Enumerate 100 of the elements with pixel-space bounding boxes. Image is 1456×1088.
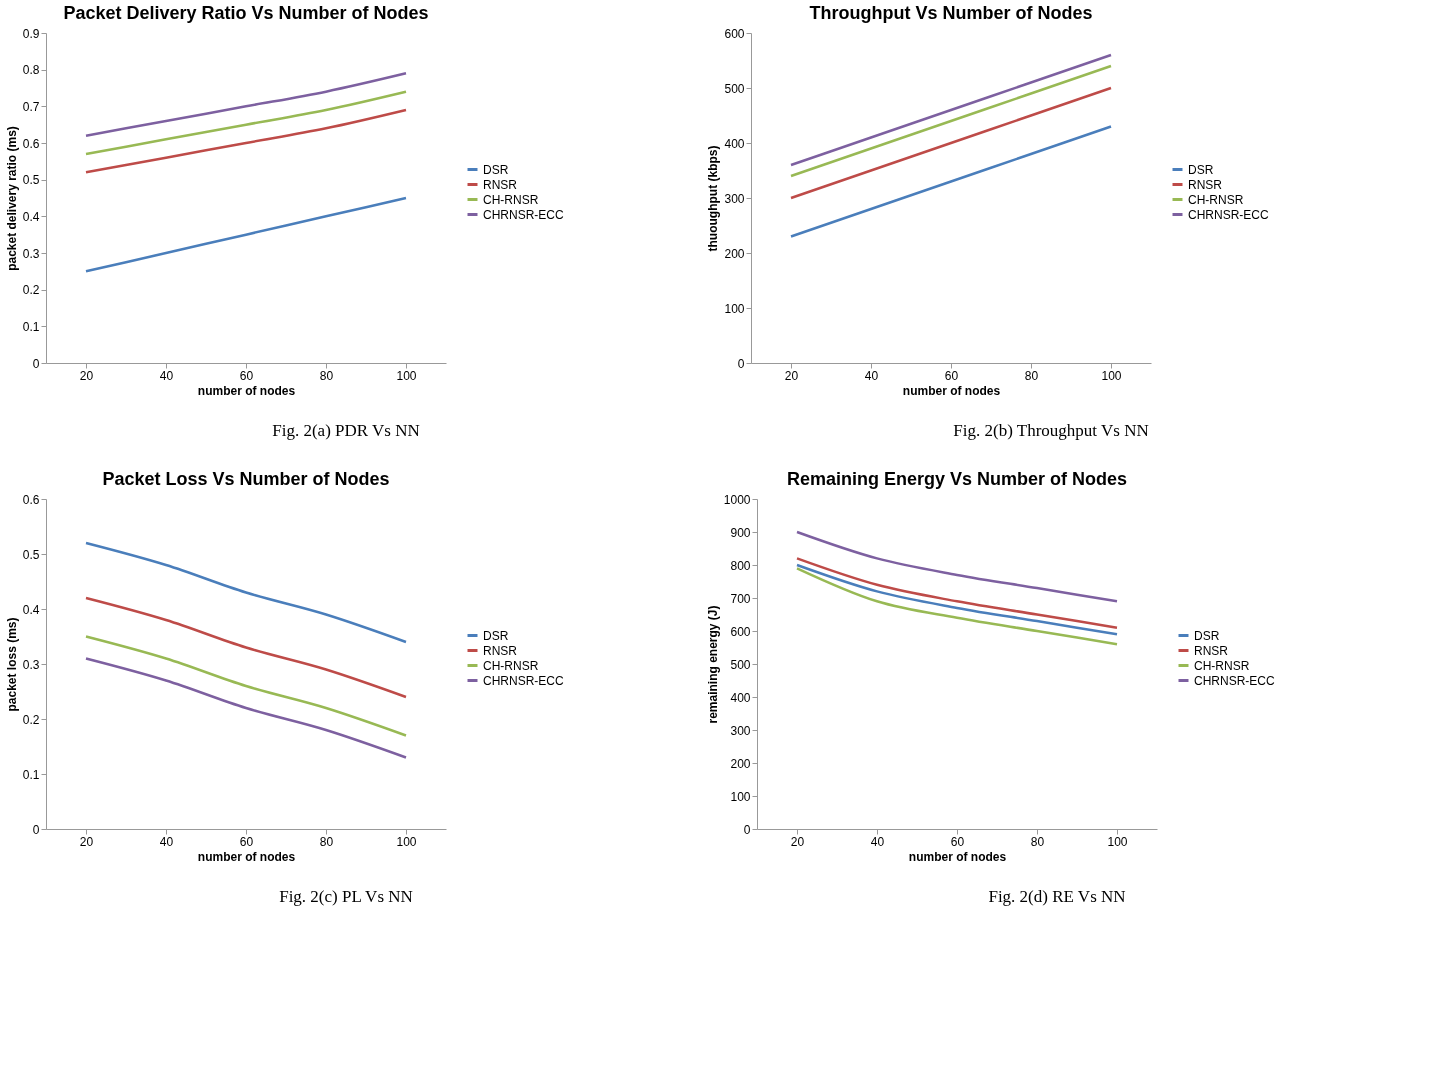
y-tick-label: 0.5 [22, 547, 40, 562]
y-tick-label: 100 [730, 789, 751, 804]
y-tick-label: 0 [743, 822, 751, 837]
x-tick-label: 100 [1101, 368, 1122, 383]
y-tick-label: 0.6 [22, 492, 40, 507]
x-axis-title: number of nodes [197, 849, 296, 864]
legend-label: DSR [1188, 162, 1214, 177]
y-tick-label: 700 [730, 591, 751, 606]
legend-label: CH-RNSR [1188, 192, 1244, 207]
y-tick-label: 0.3 [22, 246, 40, 261]
x-tick-label: 80 [1024, 368, 1039, 383]
line-series [789, 86, 1113, 200]
legend-label: DSR [1194, 628, 1220, 643]
legend-label: RNSR [1194, 643, 1229, 658]
line-series [84, 541, 408, 644]
legend-label: RNSR [1188, 177, 1223, 192]
legend-label: CHRNSR-ECC [1194, 673, 1275, 688]
y-tick-label: 0 [32, 822, 40, 837]
x-axis-title: number of nodes [902, 383, 1001, 398]
y-tick-label: 100 [724, 301, 745, 316]
line-series [84, 108, 408, 174]
y-tick-label: 200 [730, 756, 751, 771]
x-tick-label: 80 [319, 834, 334, 849]
y-tick-label: 0.6 [22, 136, 40, 151]
y-tick-label: 900 [730, 525, 751, 540]
y-tick-label: 0.4 [22, 602, 40, 617]
legend-label: CHRNSR-ECC [1188, 207, 1269, 222]
legend-label: CHRNSR-ECC [483, 673, 564, 688]
line-series [84, 657, 408, 759]
legend-label: CHRNSR-ECC [483, 207, 564, 222]
y-axis-title: remaining energy (J) [705, 605, 720, 724]
x-tick-label: 40 [870, 834, 885, 849]
y-tick-label: 0.3 [22, 657, 40, 672]
x-tick-label: 100 [396, 368, 417, 383]
y-tick-label: 0.2 [22, 712, 40, 727]
y-tick-label: 600 [724, 26, 745, 41]
y-tick-label: 300 [730, 723, 751, 738]
y-tick-label: 0.7 [22, 99, 40, 114]
y-tick-label: 200 [724, 246, 745, 261]
y-tick-label: 0 [32, 356, 40, 371]
line-series [795, 567, 1119, 646]
y-tick-label: 0.8 [22, 63, 40, 78]
x-tick-label: 80 [1030, 834, 1045, 849]
x-tick-label: 20 [79, 368, 94, 383]
y-tick-label: 800 [730, 558, 751, 573]
x-tick-label: 20 [79, 834, 94, 849]
x-tick-label: 20 [784, 368, 799, 383]
x-tick-label: 100 [1107, 834, 1128, 849]
caption: Fig. 2(c) PL Vs NN [279, 887, 413, 906]
y-tick-label: 300 [724, 191, 745, 206]
line-series [789, 125, 1113, 238]
y-tick-label: 0 [737, 356, 745, 371]
caption: Fig. 2(d) RE Vs NN [988, 887, 1126, 906]
x-tick-label: 60 [950, 834, 965, 849]
x-tick-label: 60 [944, 368, 959, 383]
x-tick-label: 60 [239, 368, 254, 383]
x-axis-title: number of nodes [197, 383, 296, 398]
caption: Fig. 2(a) PDR Vs NN [272, 421, 420, 440]
line-series [795, 557, 1119, 629]
y-tick-label: 0.1 [22, 319, 40, 334]
y-tick-label: 1000 [723, 492, 751, 507]
legend-label: RNSR [483, 643, 518, 658]
line-series [84, 596, 408, 699]
y-tick-label: 400 [730, 690, 751, 705]
chart-title: Packet Delivery Ratio Vs Number of Nodes [63, 3, 429, 23]
line-series [84, 72, 408, 137]
legend-label: CH-RNSR [483, 192, 539, 207]
y-tick-label: 500 [730, 657, 751, 672]
y-tick-label: 500 [724, 81, 745, 96]
legend-label: CH-RNSR [1194, 658, 1250, 673]
line-series [789, 64, 1113, 178]
caption: Fig. 2(b) Throughput Vs NN [953, 421, 1149, 440]
y-axis-title: packet delivery ratio (ms) [4, 126, 19, 271]
y-tick-label: 0.2 [22, 283, 40, 298]
x-tick-label: 80 [319, 368, 334, 383]
x-tick-label: 20 [790, 834, 805, 849]
x-tick-label: 40 [159, 368, 174, 383]
line-series [795, 563, 1119, 636]
x-tick-label: 100 [396, 834, 417, 849]
chart-title: Throughput Vs Number of Nodes [809, 3, 1093, 23]
line-series [84, 90, 408, 156]
chart-title: Packet Loss Vs Number of Nodes [102, 469, 390, 489]
line-series [789, 53, 1113, 167]
y-tick-label: 0.4 [22, 209, 40, 224]
line-series [84, 196, 408, 273]
y-tick-label: 0.9 [22, 26, 40, 41]
y-tick-label: 600 [730, 624, 751, 639]
legend-label: RNSR [483, 177, 518, 192]
y-tick-label: 0.5 [22, 173, 40, 188]
legend-label: DSR [483, 628, 509, 643]
x-axis-title: number of nodes [908, 849, 1007, 864]
line-series [84, 635, 408, 737]
legend-label: DSR [483, 162, 509, 177]
y-tick-label: 0.1 [22, 767, 40, 782]
line-series [795, 530, 1119, 603]
x-tick-label: 40 [864, 368, 879, 383]
legend-label: CH-RNSR [483, 658, 539, 673]
chart-title: Remaining Energy Vs Number of Nodes [786, 469, 1128, 489]
y-axis-title: thuoughput (kbps) [706, 145, 721, 252]
y-tick-label: 400 [724, 136, 745, 151]
